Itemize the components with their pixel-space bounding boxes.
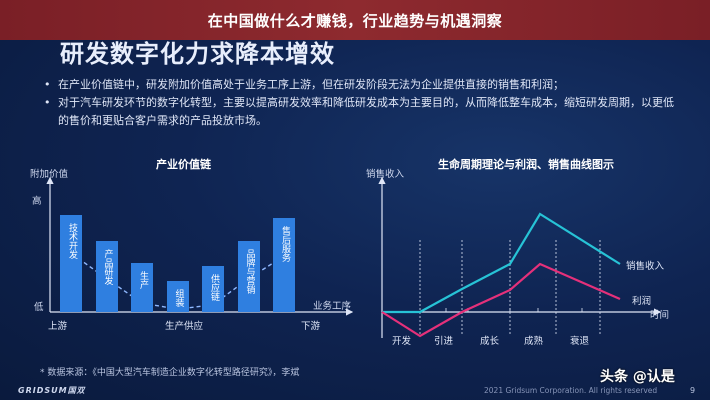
chart2-title: 生命周期理论与利润、销售曲线图示	[438, 158, 614, 171]
chart1-xlabel: 业务工序	[313, 301, 352, 312]
bar-1	[95, 240, 118, 312]
legend-sales: 销售收入	[626, 261, 665, 272]
phase-label: 引进	[434, 336, 454, 347]
bar-label: 组装	[173, 289, 184, 308]
bar-6	[273, 218, 295, 312]
bar-3	[166, 281, 189, 312]
chart1-xtick-production: 生产供应	[165, 321, 204, 332]
phase-label: 开发	[392, 336, 412, 347]
source-note: * 数据来源：《中国大型汽车制造企业数字化转型路径研究》，李斌	[40, 368, 300, 378]
page-title: 在中国做什么才赚钱，行业趋势与机遇洞察	[207, 11, 503, 30]
phase-label: 成长	[480, 336, 500, 347]
bar-label: 生产	[138, 271, 148, 290]
chart1-ytick-low: 低	[34, 302, 44, 313]
bar-4	[202, 266, 224, 312]
slide-title: 研发数字化力求降本增效	[60, 40, 335, 68]
bullet-item: 对于汽车研发环节的数字化转型，主要以提高研发效率和降低研发成本为主要目的，从而降…	[44, 94, 684, 130]
phase-label: 衰退	[570, 336, 590, 347]
bar-label: 技术开发	[67, 223, 77, 260]
bullet-item: 在产业价值链中，研发附加价值高处于业务工序上游，但在研发阶段无法为企业提供直接的…	[44, 76, 684, 94]
chart2-ylabel: 销售收入	[366, 169, 405, 180]
series-sales-line	[382, 212, 621, 314]
bar-0	[60, 215, 82, 312]
bar-2	[131, 263, 153, 312]
copyright: 2021 Gridsum Corporation. All rights res…	[484, 386, 658, 395]
bullet-list: 在产业价值链中，研发附加价值高处于业务工序上游，但在研发阶段无法为企业提供直接的…	[44, 76, 684, 130]
watermark: 头条 @认是	[600, 369, 675, 385]
bar-5	[237, 240, 260, 312]
bar-label: 产品研发	[102, 248, 113, 285]
chart1-xtick-upstream: 上游	[48, 321, 68, 332]
chart1-title: 产业价值链	[156, 158, 211, 171]
brand-logo: GRIDSUM国双	[18, 386, 86, 395]
bar-label: 供应链	[209, 274, 219, 302]
chart1-ylabel: 附加价值	[30, 169, 69, 180]
series-profit-line	[381, 262, 621, 338]
chart1-xtick-downstream: 下游	[301, 321, 321, 332]
bar-label: 品牌与营销	[244, 248, 255, 294]
legend-profit: 利润	[632, 296, 652, 307]
header-bar: 在中国做什么才赚钱，行业趋势与机遇洞察	[0, 0, 710, 40]
page-number: 9	[690, 386, 696, 395]
phase-label: 成熟	[524, 336, 544, 347]
bar-label: 售后服务	[280, 226, 290, 263]
chart1-ytick-high: 高	[32, 196, 42, 207]
